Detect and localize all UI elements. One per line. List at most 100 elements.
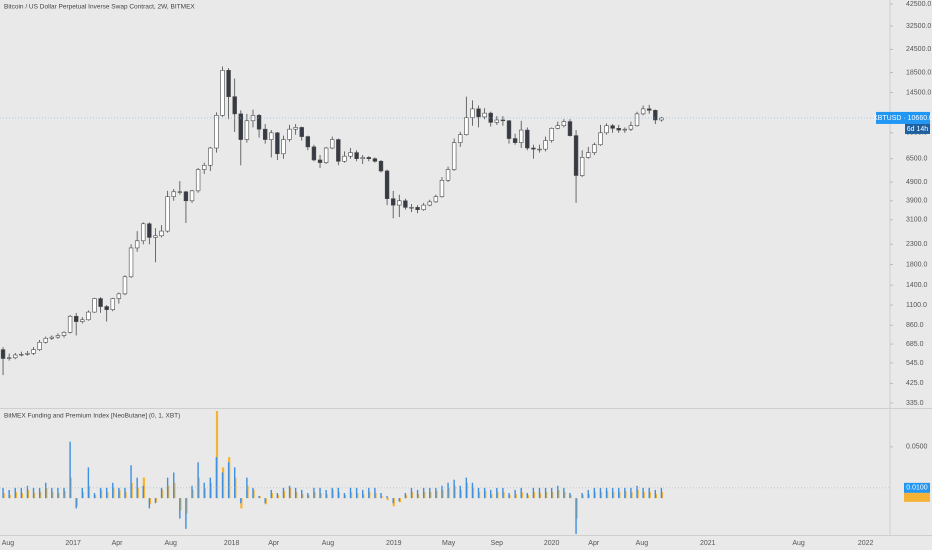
candle-body [128, 247, 134, 278]
candle-body [305, 136, 311, 148]
histogram-bar [166, 477, 169, 499]
histogram-bar [227, 462, 230, 499]
candle-body [561, 121, 567, 127]
histogram-bar [636, 485, 638, 499]
y-tick-label: 1400.0 [906, 282, 928, 289]
candle-body [537, 148, 542, 151]
last-price-box [876, 111, 930, 124]
y-tick-label: 2300.0 [906, 241, 928, 248]
candle-body [360, 157, 365, 159]
candle-body [43, 337, 48, 343]
x-tick-label: Aug [792, 540, 805, 547]
candle-body [500, 119, 506, 122]
histogram-bar [642, 487, 644, 499]
histogram-bar [2, 487, 4, 499]
histogram-bar [105, 487, 108, 499]
y-tick-label: 685.0 [906, 341, 924, 348]
y-tick-label: 4900.0 [906, 179, 928, 186]
candle-body [634, 113, 640, 127]
candle-body [330, 139, 335, 149]
y-tick-label: 42500.0 [906, 1, 931, 8]
candle-body [366, 157, 371, 159]
candle-body [275, 132, 280, 155]
histogram-bar [294, 487, 297, 499]
candle-body [476, 108, 481, 118]
candle-body [610, 125, 615, 129]
histogram-bar [526, 493, 528, 499]
candle-body [31, 349, 36, 354]
candle-body [592, 144, 597, 153]
candle-body [208, 147, 213, 166]
histogram-bar [20, 487, 23, 499]
x-tick-label: 2020 [544, 540, 560, 547]
x-tick-label: 2017 [65, 540, 81, 547]
y-tick-label: 18500.0 [906, 69, 931, 76]
candle-body [80, 319, 85, 322]
candle-body [451, 142, 457, 170]
histogram-bar [75, 498, 77, 509]
candle-body [134, 240, 140, 249]
x-tick-label: Aug [2, 540, 15, 547]
candle-body [256, 115, 262, 130]
candle-body [323, 147, 329, 163]
candle-body [348, 152, 353, 157]
candle-body [37, 341, 42, 350]
candle-body [354, 152, 359, 159]
candle-body [342, 155, 347, 162]
histogram-bar [197, 462, 199, 499]
candle-body [202, 164, 207, 170]
histogram-bar [490, 489, 492, 499]
histogram-bar [508, 493, 510, 499]
histogram-bar [630, 487, 632, 499]
histogram-bar [575, 498, 577, 534]
histogram-bar [307, 493, 309, 499]
candle-body [397, 200, 402, 206]
y-tick-label: 545.0 [906, 360, 924, 367]
candle-body [421, 204, 426, 210]
y-tick-label: 3100.0 [906, 217, 928, 224]
histogram-bar [282, 487, 285, 499]
candle-body [116, 293, 122, 299]
candle-body [104, 306, 109, 310]
candle-body [439, 180, 445, 197]
histogram-bar [477, 487, 480, 499]
candle-body [616, 128, 621, 131]
histogram-bar [386, 496, 388, 499]
histogram-bar [215, 411, 219, 499]
candle-body [25, 353, 30, 355]
candle-body [293, 127, 298, 130]
candle-body [628, 125, 634, 130]
candle-body [6, 357, 12, 359]
histogram-bar [453, 479, 455, 499]
histogram-bar [611, 487, 614, 499]
candle-body [549, 128, 554, 141]
histogram-bar [605, 487, 608, 499]
candle-body [598, 132, 603, 146]
histogram-bar [380, 493, 382, 499]
candle-body [220, 70, 225, 116]
histogram-bar [441, 485, 443, 499]
candle-body [464, 117, 469, 135]
histogram-bar [142, 485, 144, 499]
histogram-bar [593, 487, 596, 499]
candle-body [110, 298, 115, 310]
candle-body [525, 129, 530, 149]
histogram-bar [422, 487, 425, 499]
histogram-bar [173, 472, 175, 499]
candle-body [531, 147, 536, 150]
histogram-bar [276, 493, 279, 499]
histogram-bar [429, 487, 431, 499]
histogram-bar [337, 487, 340, 499]
candle-body [183, 191, 189, 202]
candle-body [226, 70, 231, 97]
candle-body [262, 128, 268, 140]
candle-body [659, 117, 664, 121]
histogram-bar [26, 485, 29, 499]
histogram-bar [313, 487, 315, 499]
candle-body [177, 191, 183, 193]
candle-body [86, 311, 91, 321]
candle-body [427, 201, 432, 206]
histogram-bar [349, 487, 352, 499]
